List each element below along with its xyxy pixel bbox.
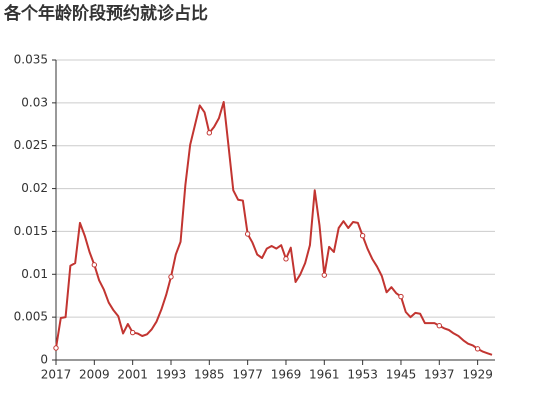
point <box>129 329 136 336</box>
line <box>55 101 493 356</box>
point <box>168 274 174 280</box>
x-tick-label: 1985 <box>194 368 225 382</box>
x-tick-label: 2009 <box>79 368 110 382</box>
y-tick-label: 0.035 <box>14 53 48 67</box>
x-tick-label: 1977 <box>232 368 263 382</box>
chart-title: 各个年龄阶段预约就诊占比 <box>3 3 208 24</box>
y-tick-label: 0.01 <box>21 267 48 281</box>
x-tick-label: 1945 <box>386 368 417 382</box>
y-tick-label: 0.015 <box>14 224 48 238</box>
point <box>206 130 213 136</box>
x-tick-label: 2001 <box>117 368 148 382</box>
y-tick-label: 0.025 <box>14 138 48 152</box>
point <box>359 233 366 239</box>
x-tick-label: 1961 <box>309 368 340 382</box>
x-tick-label: 1993 <box>156 368 187 382</box>
x-tick-label: 2017 <box>41 368 72 382</box>
point <box>53 345 59 351</box>
x-tick-label: 1937 <box>424 368 455 382</box>
point <box>91 262 98 268</box>
x-tick-label: 1929 <box>462 368 493 382</box>
point <box>398 293 404 300</box>
point <box>436 323 442 329</box>
y-tick-label: 0 <box>40 353 48 367</box>
y-tick-label: 0.02 <box>21 181 48 195</box>
point <box>474 346 481 352</box>
x-tick-label: 1969 <box>271 368 302 382</box>
y-tick-label: 0.005 <box>14 310 48 324</box>
point <box>283 256 289 262</box>
y-tick-label: 0.03 <box>21 95 48 109</box>
x-tick-label: 1953 <box>347 368 378 382</box>
point <box>244 231 251 237</box>
point <box>321 272 328 278</box>
